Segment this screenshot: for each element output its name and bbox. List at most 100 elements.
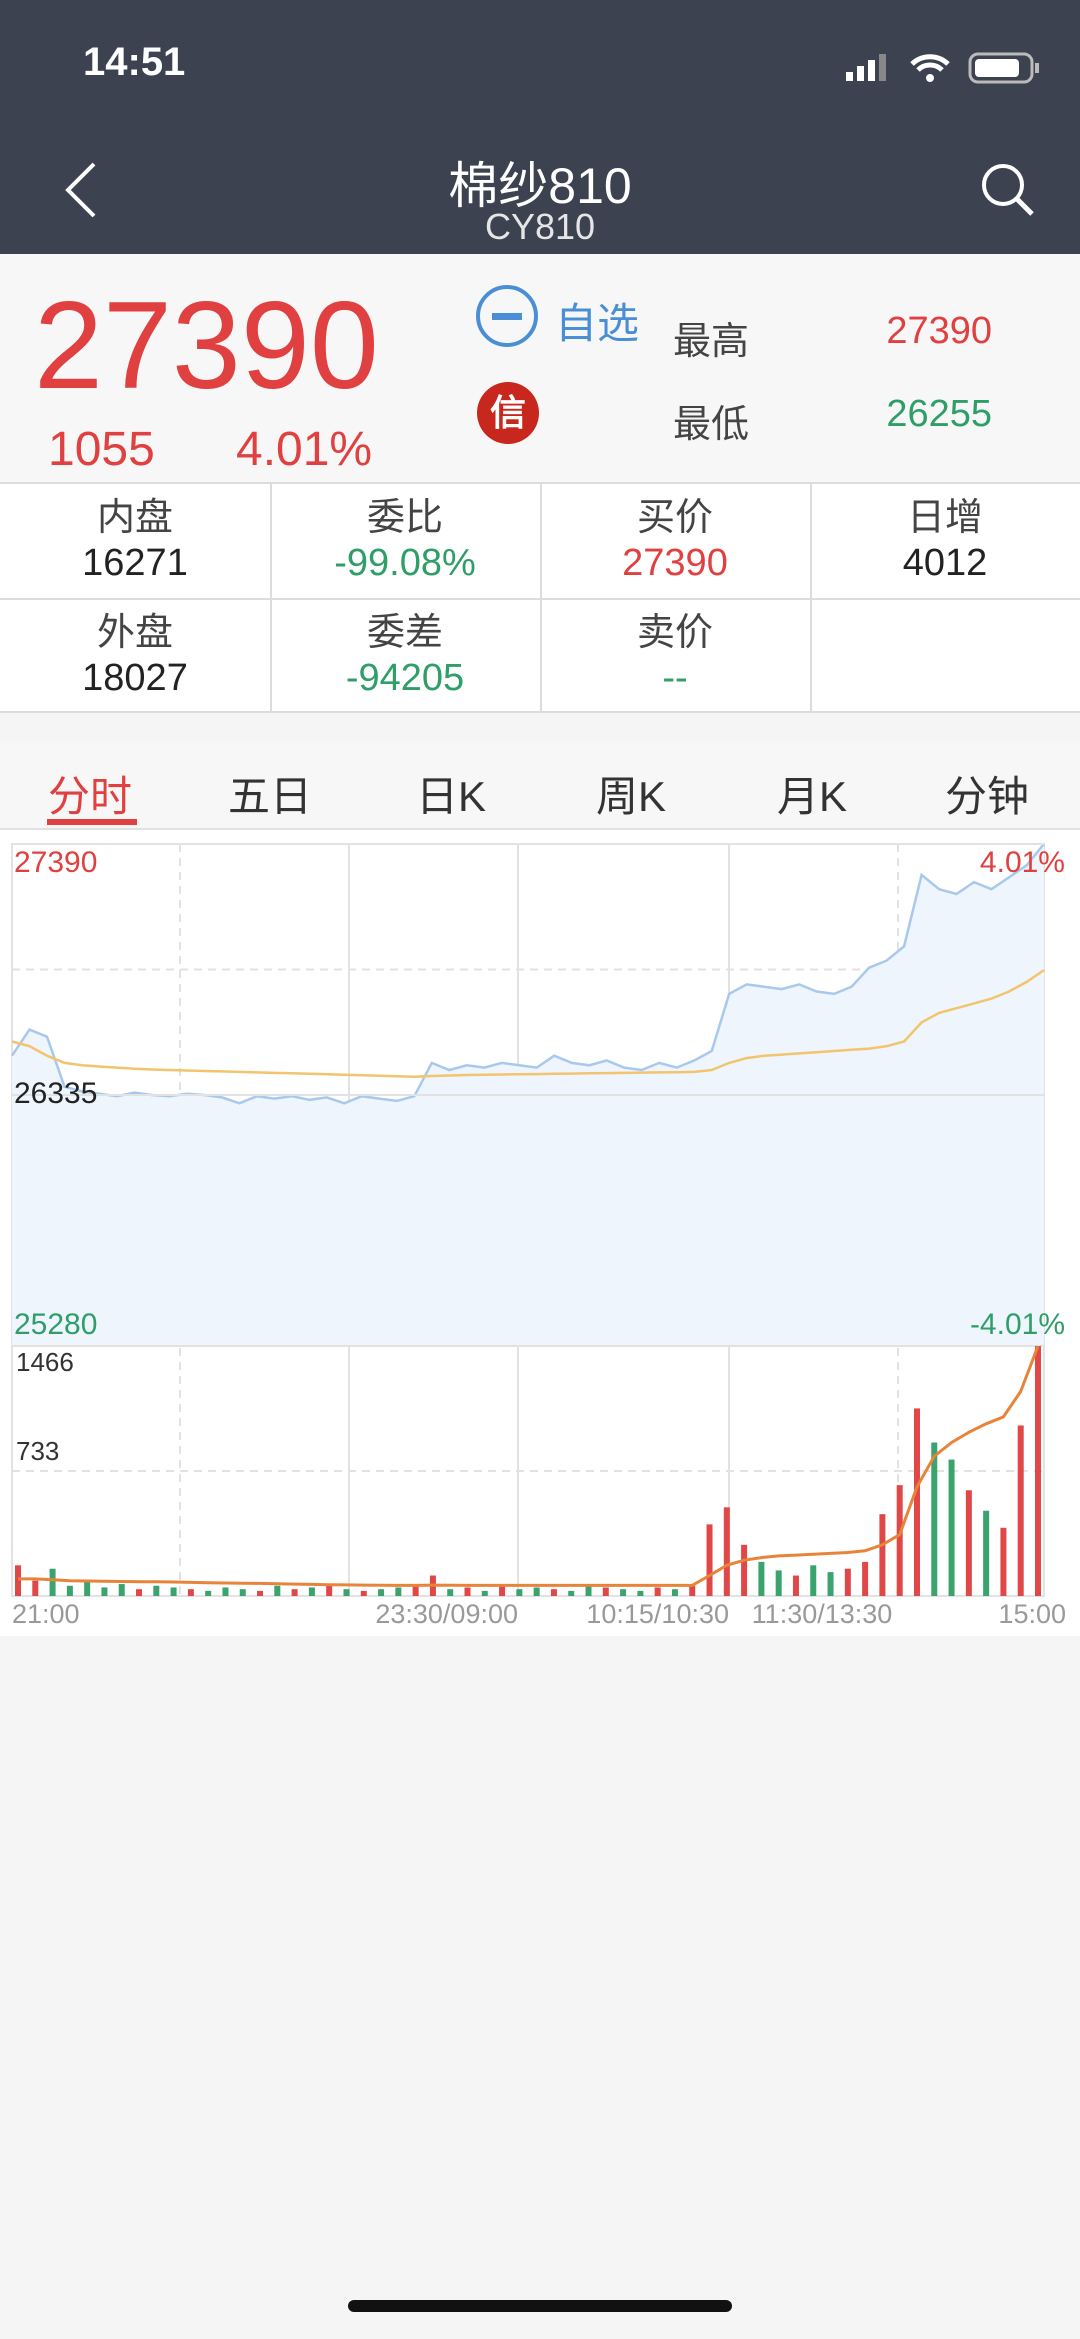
volume-bar: [862, 1561, 869, 1596]
tab[interactable]: 分时: [47, 773, 133, 820]
volume-bar: [931, 1442, 938, 1596]
volume-bar: [792, 1575, 799, 1596]
volume-bar: [291, 1589, 298, 1596]
volume-bar: [516, 1589, 523, 1596]
volume-bar: [723, 1507, 730, 1596]
volume-bar: [637, 1590, 644, 1596]
watch-label[interactable]: 自选: [555, 300, 640, 347]
x-tick-label: 10:15/10:30: [586, 1599, 729, 1629]
stat-value: 18027: [82, 657, 188, 699]
volume-bar: [775, 1570, 782, 1596]
tab[interactable]: 月K: [776, 773, 848, 820]
volume-bar: [84, 1582, 91, 1596]
y-tick-label: 26335: [14, 1077, 97, 1110]
volume-bar: [343, 1589, 350, 1596]
stat-value: -94205: [345, 657, 465, 699]
volume-bar: [1017, 1425, 1024, 1596]
top-bar: 14:51 棉纱810 CY810: [0, 0, 1080, 254]
volume-bar: [360, 1590, 367, 1596]
volume-bar: [896, 1485, 903, 1596]
x-tick-label: 11:30/13:30: [752, 1599, 893, 1629]
low-label: 最低: [673, 404, 750, 446]
volume-bar: [983, 1510, 990, 1596]
low: 26255: [886, 393, 992, 435]
volume-bar: [585, 1585, 592, 1596]
tab[interactable]: 五日: [227, 773, 313, 820]
volume-bar: [101, 1587, 108, 1596]
volume-bar: [533, 1587, 540, 1596]
volume-bar: [308, 1587, 315, 1596]
volume-bar: [913, 1408, 920, 1596]
volume-bar: [239, 1589, 246, 1596]
average-line: [11, 969, 1045, 1078]
code: CY810: [484, 206, 596, 247]
stat-label: 委比: [366, 497, 443, 539]
volume-bar: [222, 1587, 229, 1596]
volume-bar: [827, 1572, 834, 1596]
volume-bar: [412, 1585, 419, 1596]
volume-bar: [378, 1589, 385, 1596]
volume-bar: [447, 1589, 454, 1596]
volume-bar: [758, 1561, 765, 1596]
y-tick-label: 27390: [14, 846, 97, 879]
stat-label: 内盘: [96, 497, 173, 539]
volume-line: [18, 1345, 1040, 1587]
volume-bar: [66, 1585, 73, 1596]
stat: 委差 -94205: [270, 599, 540, 714]
stat: 内盘 16271: [0, 484, 270, 599]
stat-label: 外盘: [96, 612, 173, 654]
volume-bar: [153, 1585, 160, 1596]
volume-bar: [568, 1590, 575, 1596]
volume-bar: [1035, 1346, 1041, 1596]
stat-label: 日增: [906, 497, 983, 539]
y2-tick-label: -4.01%: [970, 1308, 1065, 1341]
y-tick-label: 25280: [14, 1308, 97, 1341]
stat-value: 16271: [82, 542, 188, 584]
home-indicator: [348, 2300, 732, 2312]
quote-panel: 27390 1055 4.01% 自选 信 最高 27390 最低 26255: [0, 254, 1080, 482]
y-tick-label: 1466: [16, 1347, 74, 1377]
tab[interactable]: 日K: [415, 773, 487, 820]
stat: 日增 4012: [810, 484, 1080, 599]
stat: 买价 27390: [540, 484, 810, 599]
stat-label: 买价: [636, 497, 713, 539]
stat-value: 4012: [902, 542, 988, 584]
y2-tick-label: 4.01%: [980, 846, 1065, 879]
volume-bar: [499, 1585, 506, 1596]
volume-bar: [550, 1589, 557, 1596]
volume-bar: [689, 1585, 696, 1596]
status-time: 14:51: [83, 40, 186, 84]
volume-bar: [481, 1590, 488, 1596]
status-icons: [846, 52, 1039, 84]
volume-bar: [654, 1587, 661, 1596]
watch-icon[interactable]: [475, 284, 541, 350]
volume-bar: [257, 1590, 264, 1596]
volume-bar: [844, 1568, 851, 1596]
volume-bar: [326, 1584, 333, 1596]
badge[interactable]: 信: [477, 382, 539, 444]
back-button[interactable]: [60, 160, 100, 220]
volume-bar: [948, 1459, 955, 1596]
price: 27390: [34, 277, 379, 415]
volume-bar: [32, 1580, 39, 1596]
volume-bar: [810, 1565, 817, 1596]
volume-bar: [671, 1589, 678, 1596]
stat: 卖价 --: [540, 599, 810, 714]
tab-bar: 分时 五日 日K 周K 月K 分钟 ▾: [0, 743, 1080, 872]
volume-bar: [15, 1565, 21, 1596]
change: 1055: [48, 423, 155, 476]
volume-bar: [118, 1584, 125, 1596]
stat-label: 委差: [366, 612, 443, 654]
volume-bar: [1000, 1527, 1007, 1596]
volume-bar: [602, 1587, 609, 1596]
x-tick-label: 21:00: [12, 1599, 80, 1629]
volume-bar: [395, 1587, 402, 1596]
volume-bar: [464, 1587, 471, 1596]
search-button[interactable]: [978, 160, 1038, 220]
volume-bar: [706, 1524, 713, 1596]
volume-bar: [136, 1589, 143, 1596]
stat: 外盘 18027: [0, 599, 270, 714]
tab[interactable]: 周K: [595, 773, 667, 820]
volume-bar: [879, 1514, 886, 1596]
